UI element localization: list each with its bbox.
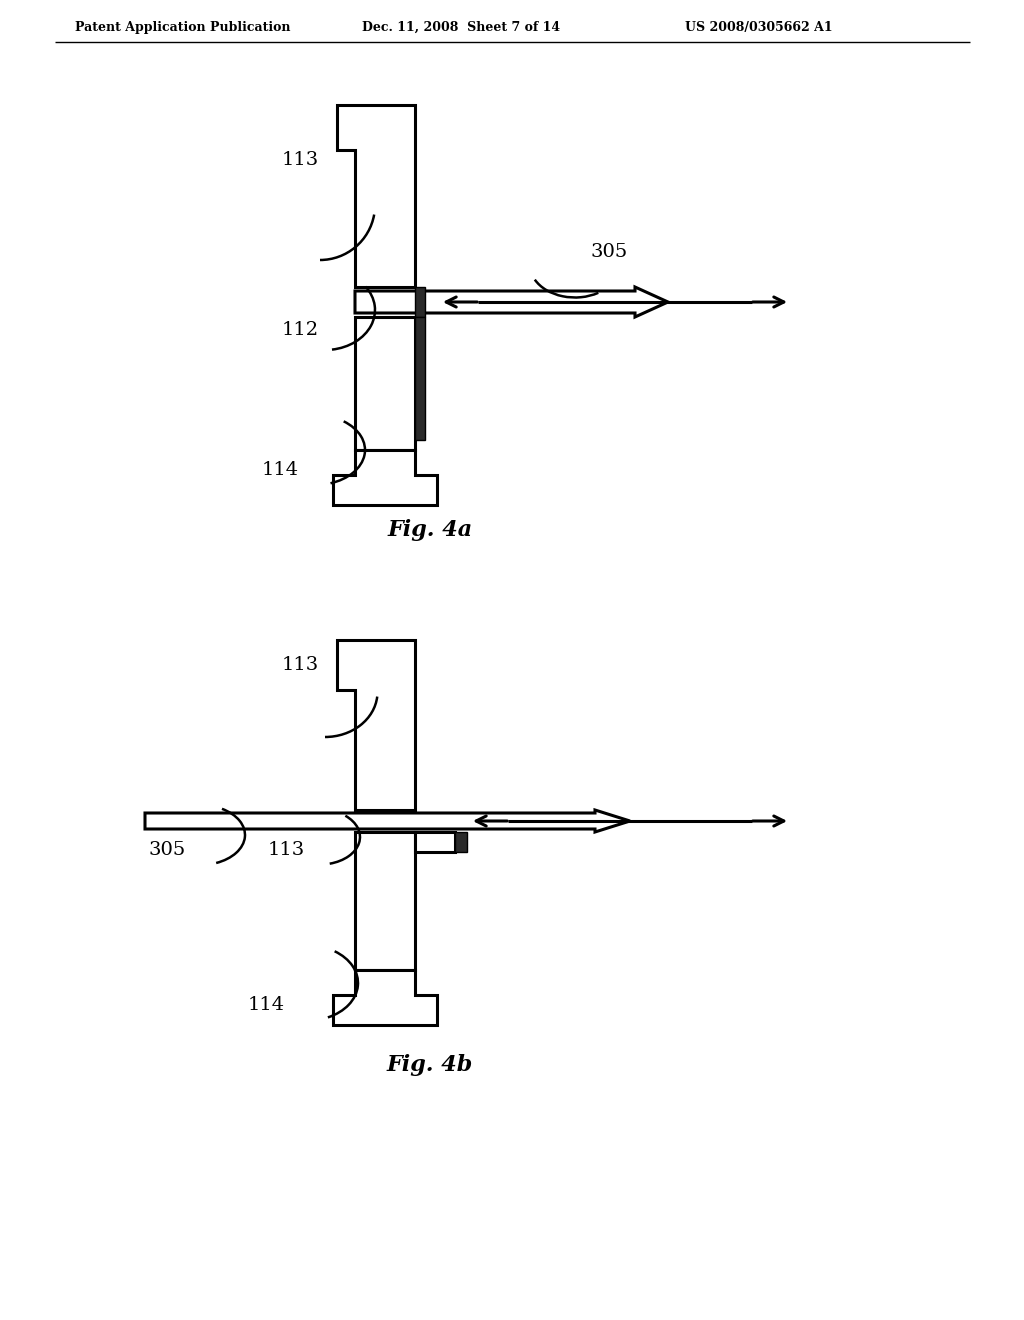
Text: Fig. 4b: Fig. 4b: [387, 1053, 473, 1076]
Polygon shape: [145, 810, 630, 832]
Text: Dec. 11, 2008  Sheet 7 of 14: Dec. 11, 2008 Sheet 7 of 14: [362, 21, 560, 33]
Text: 113: 113: [282, 656, 319, 675]
Polygon shape: [355, 832, 415, 970]
Polygon shape: [415, 286, 425, 317]
Text: 112: 112: [282, 321, 319, 339]
Polygon shape: [355, 317, 415, 450]
Text: 305: 305: [590, 243, 628, 261]
Polygon shape: [355, 286, 668, 317]
Text: US 2008/0305662 A1: US 2008/0305662 A1: [685, 21, 833, 33]
Polygon shape: [333, 970, 437, 1026]
Text: Patent Application Publication: Patent Application Publication: [75, 21, 291, 33]
Text: 113: 113: [268, 841, 305, 859]
Polygon shape: [337, 106, 415, 286]
Text: 305: 305: [148, 841, 185, 859]
Polygon shape: [415, 317, 425, 440]
Polygon shape: [333, 450, 437, 506]
Text: 114: 114: [262, 461, 299, 479]
Text: 113: 113: [282, 150, 319, 169]
Polygon shape: [415, 832, 455, 851]
Text: Fig. 4a: Fig. 4a: [387, 519, 472, 541]
Text: 114: 114: [248, 997, 285, 1014]
Polygon shape: [455, 832, 467, 851]
Polygon shape: [337, 640, 415, 810]
